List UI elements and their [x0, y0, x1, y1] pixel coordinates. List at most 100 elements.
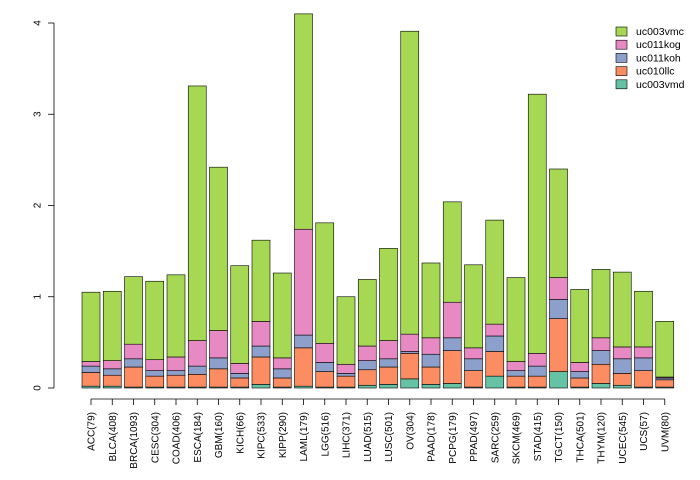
bar-paad-178-uc011koh	[421, 353, 441, 368]
bar-paad-178-uc011kog	[421, 337, 441, 355]
y-tick-label: 2	[33, 202, 44, 208]
bar-thym-120-uc011kog	[591, 337, 611, 351]
x-tick-label: LAML(179)	[299, 412, 310, 461]
bar-lihc-371-uc011kog	[336, 363, 356, 374]
bar-blca-408-uc011koh	[102, 368, 122, 376]
x-tick-label: STAD(415)	[533, 412, 544, 461]
bar-group-uvm-80	[655, 321, 675, 389]
legend-item-uc010llc: uc010llc	[615, 66, 675, 78]
bar-lusc-501-uc011kog	[379, 340, 398, 360]
bar-kipp-290-uc010llc	[272, 377, 292, 388]
bar-paad-178-uc003vmc	[421, 262, 441, 339]
legend-label: uc011kog	[636, 39, 681, 51]
bar-brca-1093-uc003vmc	[124, 276, 143, 345]
y-tick-label: 0	[33, 385, 44, 391]
bar-gbm-160-uc003vmc	[209, 166, 228, 331]
x-tick-label: COAD(406)	[172, 412, 183, 464]
legend-swatch	[615, 39, 628, 50]
bar-group-thym-120	[591, 269, 611, 389]
legend-item-uc003vmc: uc003vmc	[615, 26, 684, 38]
bar-skcm-469-uc011koh	[506, 370, 526, 377]
bar-ucec-545-uc010llc	[612, 373, 632, 386]
bar-acc-79-uc003vmc	[81, 291, 101, 362]
x-tick-label: LUAD(515)	[363, 412, 374, 462]
bar-stad-415-uc003vmc	[527, 93, 547, 354]
bar-ucs-57-uc011kog	[634, 346, 653, 359]
bar-tgct-150-uc011kog	[549, 277, 568, 300]
x-tick-label: THCA(501)	[575, 412, 586, 463]
bar-thym-120-uc003vmd	[591, 383, 611, 389]
x-tick-label: SKCM(469)	[512, 412, 523, 464]
bar-laml-179-uc011kog	[294, 228, 313, 336]
bar-blca-408-uc010llc	[102, 374, 122, 387]
legend-label: uc003vmc	[636, 26, 684, 38]
bar-group-ucec-545	[612, 271, 632, 389]
bar-tgct-150-uc003vmc	[549, 168, 568, 278]
x-tick-label: UCS(57)	[639, 412, 650, 451]
x-tick-label: LGG(516)	[320, 412, 331, 456]
legend-swatch	[615, 53, 628, 63]
x-tick-label: PAAD(178)	[427, 412, 438, 462]
bar-stad-415-uc010llc	[527, 375, 547, 388]
bar-pcpg-179-uc003vmd	[442, 383, 462, 389]
bar-group-paad-178	[421, 262, 441, 389]
bar-uvm-80-uc003vmc	[655, 321, 675, 378]
bar-group-skcm-469	[506, 277, 526, 389]
bar-kipp-290-uc011kog	[272, 357, 292, 370]
bar-kipc-533-uc003vmd	[251, 384, 271, 389]
bar-thym-120-uc011koh	[591, 350, 611, 365]
bars	[81, 13, 675, 389]
bar-kipc-533-uc010llc	[251, 356, 271, 385]
bar-laml-179-uc003vmc	[294, 13, 313, 230]
x-tick-label: TGCT(150)	[554, 412, 565, 463]
bar-acc-79-uc011kog	[81, 361, 101, 367]
x-tick-label: PCPG(179)	[448, 412, 459, 464]
bar-esca-184-uc011kog	[187, 340, 207, 367]
bar-cesc-304-uc010llc	[145, 375, 165, 388]
bar-blca-408-uc011kog	[102, 360, 122, 370]
legend-label: uc003vmd	[636, 79, 685, 91]
legend-item-uc011koh: uc011koh	[615, 52, 681, 64]
bar-blca-408-uc003vmc	[102, 290, 122, 361]
bar-group-tgct-150	[549, 168, 568, 389]
bar-ov-304-uc003vmd	[400, 378, 420, 389]
bar-gbm-160-uc010llc	[209, 368, 228, 388]
bar-ppad-497-uc011koh	[464, 358, 483, 371]
bar-group-coad-406	[166, 274, 186, 389]
bar-kipc-533-uc011koh	[251, 345, 271, 358]
bar-coad-406-uc003vmc	[166, 274, 186, 358]
bar-thym-120-uc003vmc	[591, 269, 611, 339]
bar-group-sarc-259	[485, 219, 505, 389]
bar-skcm-469-uc011kog	[506, 361, 526, 371]
bar-group-esca-184	[187, 85, 207, 389]
bar-brca-1093-uc011kog	[124, 343, 143, 360]
bar-lihc-371-uc011koh	[336, 373, 356, 377]
bar-kipp-290-uc011koh	[272, 368, 292, 379]
bar-pcpg-179-uc011koh	[442, 337, 462, 351]
bar-sarc-259-uc011kog	[485, 323, 505, 337]
bar-skcm-469-uc010llc	[506, 375, 526, 388]
bar-group-laml-179	[294, 13, 313, 389]
bar-lusc-501-uc003vmd	[379, 384, 398, 389]
bar-skcm-469-uc003vmc	[506, 277, 526, 362]
bar-ppad-497-uc003vmc	[464, 264, 483, 349]
x-tick-label: LUSC(501)	[384, 412, 395, 462]
x-tick-label: ACC(79)	[87, 412, 98, 451]
bar-kich-66-uc010llc	[230, 377, 250, 388]
bar-thca-501-uc003vmc	[570, 289, 590, 363]
bar-group-acc-79	[81, 291, 101, 389]
bar-lusc-501-uc010llc	[379, 366, 398, 385]
bar-stad-415-uc011koh	[527, 365, 547, 377]
x-tick-label: UCEC(545)	[618, 412, 629, 464]
bar-group-lgg-516	[315, 222, 335, 389]
bar-ppad-497-uc010llc	[464, 370, 483, 388]
bar-lgg-516-uc011kog	[315, 342, 335, 363]
legend-swatch	[615, 66, 628, 76]
bar-paad-178-uc003vmd	[421, 384, 441, 389]
bar-pcpg-179-uc003vmc	[442, 201, 462, 303]
bar-kipc-533-uc003vmc	[251, 239, 271, 322]
bar-tgct-150-uc011koh	[549, 299, 568, 319]
bar-ucec-545-uc011koh	[612, 358, 632, 374]
